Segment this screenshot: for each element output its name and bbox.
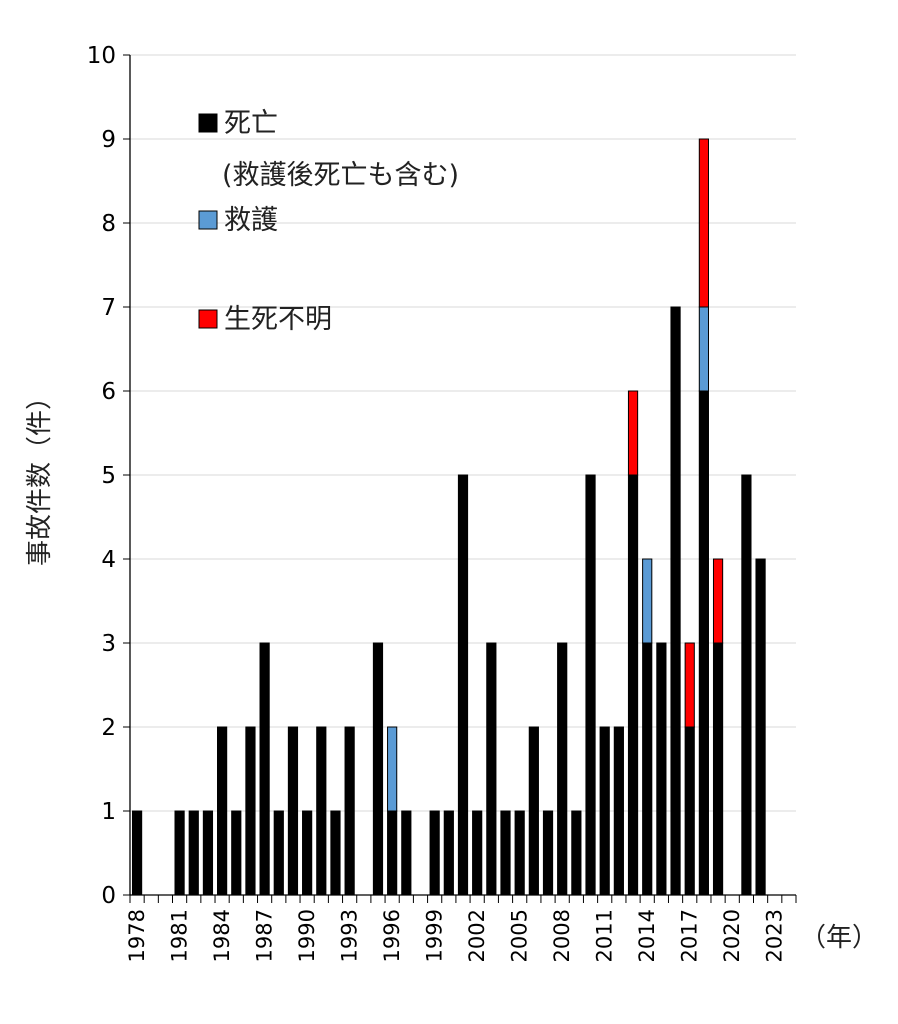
y-tick-label: 5: [101, 463, 116, 489]
y-tick-label: 8: [101, 211, 116, 237]
bar-death-2000: [443, 810, 454, 896]
x-tick-label: 1993: [338, 909, 362, 962]
y-tick-label: 2: [101, 715, 116, 741]
bar-death-2004: [500, 810, 511, 896]
bar-death-1981: [174, 810, 185, 896]
y-tick-label: 7: [101, 295, 116, 321]
y-tick-label: 4: [101, 547, 116, 573]
bar-death-2005: [514, 810, 525, 896]
bar-death-2013: [627, 474, 639, 896]
bar-death-1987: [259, 642, 270, 896]
bar-death-2011: [599, 726, 610, 896]
bar-death-2010: [585, 474, 596, 896]
bar-unknown-2013: [627, 390, 639, 476]
bar-death-2016: [670, 306, 681, 896]
bar-death-2022: [755, 558, 766, 896]
bar-death-1997: [401, 810, 412, 896]
bar-unknown-2018: [698, 138, 709, 308]
bar-death-1988: [273, 810, 284, 896]
bar-death-1983: [202, 810, 214, 896]
legend-note-death: (救護後死亡も含む): [222, 160, 459, 191]
bar-death-2019: [712, 642, 724, 896]
y-tick-labels: 0 1 2 3 4 5 6 7 8 9 10: [87, 43, 130, 909]
bar-death-1992: [330, 810, 341, 896]
bar-death-1993: [344, 726, 355, 896]
legend-label-rescue: 救護: [224, 205, 278, 236]
bar-death-2008: [557, 642, 568, 896]
bar-rescue-2018: [698, 306, 709, 392]
x-tick-label: 1984: [210, 909, 234, 962]
bar-death-2017: [684, 726, 695, 896]
bar-death-2002: [472, 810, 483, 896]
bar-death-1982: [188, 810, 199, 896]
x-tick-labels: 1978 1981 1984 1987 1990 1993 1996 1999 2002 2005…: [125, 895, 797, 962]
y-axis-title: 事故件数（件）: [25, 384, 55, 566]
bar-death-2006: [528, 726, 539, 896]
bar-death-1995: [372, 642, 384, 896]
bar-death-2009: [571, 810, 582, 896]
bar-death-1986: [245, 726, 256, 896]
bar-death-1999: [429, 810, 440, 896]
bar-unknown-2017: [684, 642, 695, 728]
bar-rescue-2014: [642, 558, 653, 644]
x-tick-label: 2023: [763, 909, 787, 962]
bar-death-2014: [642, 642, 653, 896]
x-tick-label: 2017: [678, 909, 702, 962]
bar-unknown-2019: [712, 558, 724, 644]
x-tick-label: 1987: [253, 909, 277, 962]
bar-death-2003: [486, 642, 497, 896]
y-tick-label: 0: [101, 883, 116, 909]
y-tick-label: 1: [101, 799, 116, 825]
bar-death-2021: [741, 474, 752, 896]
legend: 死亡 (救護後死亡も含む) 救護 生死不明: [198, 108, 459, 335]
bar-death-2018: [698, 390, 709, 896]
x-axis-unit: （年）: [800, 923, 878, 953]
bar-rescue-1996: [387, 726, 398, 812]
y-tick-label: 9: [101, 127, 116, 153]
bar-death-2007: [542, 810, 554, 896]
x-tick-label: 1978: [125, 909, 149, 962]
y-tick-label: 10: [87, 43, 116, 69]
x-tick-label: 2014: [635, 909, 659, 962]
bar-death-1991: [316, 726, 327, 896]
x-tick-label: 1981: [168, 909, 192, 962]
bar-death-1996: [387, 810, 398, 896]
x-tick-label: 2008: [550, 909, 574, 962]
bar-death-1985: [231, 810, 242, 896]
bar-death-1984: [217, 726, 228, 896]
x-tick-label: 2002: [465, 909, 489, 962]
x-tick-label: 2005: [508, 909, 532, 962]
legend-label-unknown: 生死不明: [224, 304, 332, 335]
bar-death-2015: [656, 642, 667, 896]
bar-death-1989: [287, 726, 299, 896]
x-tick-label: 1996: [380, 909, 404, 962]
y-tick-label: 6: [101, 379, 116, 405]
x-tick-label: 2020: [720, 909, 744, 962]
bar-death-1978: [131, 810, 143, 896]
bar-death-2012: [613, 726, 624, 896]
bar-death-2001: [457, 474, 469, 896]
x-tick-label: 1990: [295, 909, 319, 962]
legend-swatch-unknown: [198, 309, 218, 329]
legend-swatch-rescue: [198, 210, 218, 230]
x-tick-label: 1999: [423, 909, 447, 962]
x-tick-label: 2011: [593, 909, 617, 962]
legend-swatch-death: [198, 113, 218, 133]
legend-label-death: 死亡: [224, 108, 278, 139]
bar-death-1990: [302, 810, 313, 896]
bars: [131, 138, 766, 896]
y-tick-label: 3: [101, 631, 116, 657]
